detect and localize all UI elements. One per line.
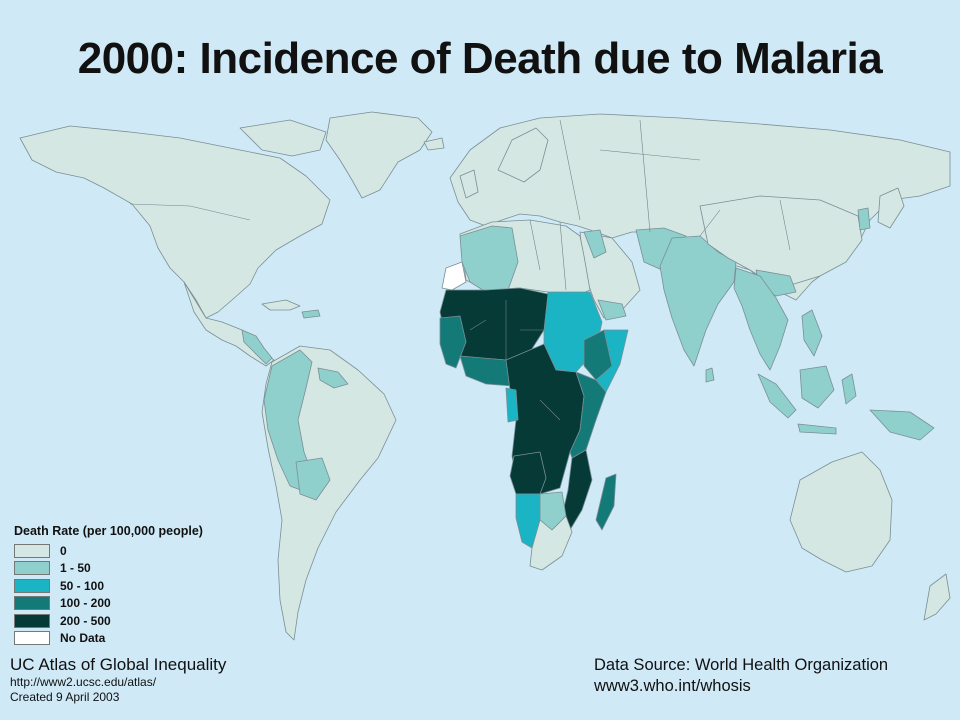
region-iceland	[423, 137, 445, 151]
credit-block: UC Atlas of Global Inequality http://www…	[10, 655, 226, 705]
region-sulawesi	[841, 373, 857, 405]
region-caribbean	[261, 299, 301, 311]
legend-item: 100 - 200	[14, 595, 203, 613]
legend-swatch-no-data	[14, 631, 50, 646]
region-china	[699, 195, 863, 285]
region-yemen	[597, 299, 627, 321]
border-lines	[129, 119, 791, 421]
region-korea	[857, 207, 871, 231]
credit-date: Created 9 April 2003	[10, 690, 120, 704]
legend-label: 0	[60, 543, 67, 558]
legend-label: 100 - 200	[60, 596, 111, 611]
region-australia	[789, 451, 893, 573]
region-borneo	[799, 365, 835, 409]
region-java	[797, 423, 837, 435]
legend-item: 1 - 50	[14, 560, 203, 578]
region-greenland	[325, 111, 433, 199]
region-hispaniola	[301, 309, 321, 319]
map-legend: Death Rate (per 100,000 people) 0 1 - 50…	[14, 524, 203, 647]
region-mozambique	[561, 449, 593, 531]
legend-item: 0	[14, 542, 203, 560]
legend-item: 50 - 100	[14, 577, 203, 595]
region-india	[659, 235, 737, 367]
region-west-africa-mid	[439, 315, 467, 369]
region-central-america-malaria	[241, 329, 273, 365]
legend-swatch-100-200	[14, 596, 50, 611]
source-block: Data Source: World Health Organization w…	[594, 655, 888, 697]
region-western-sahara	[441, 261, 467, 291]
legend-swatch-1-50	[14, 561, 50, 576]
region-angola	[509, 451, 547, 495]
region-sumatra	[757, 373, 797, 419]
region-south-africa	[529, 515, 573, 571]
source-url: www3.who.int/whosis	[594, 677, 751, 695]
region-madagascar	[595, 473, 617, 531]
region-sri-lanka	[705, 367, 715, 383]
region-north-america	[19, 125, 331, 319]
region-south-america-malaria-north	[317, 367, 349, 389]
legend-swatch-200-500	[14, 613, 50, 628]
region-gabon-congo	[505, 387, 519, 423]
credit-title: UC Atlas of Global Inequality	[10, 655, 227, 674]
region-new-zealand	[923, 573, 951, 621]
legend-swatch-50-100	[14, 578, 50, 593]
page-title: 2000: Incidence of Death due to Malaria	[77, 34, 883, 83]
legend-item: 200 - 500	[14, 612, 203, 630]
legend-swatch-0	[14, 543, 50, 558]
legend-title: Death Rate (per 100,000 people)	[14, 524, 203, 538]
region-southeast-asia	[733, 267, 789, 371]
region-algeria-morocco	[459, 225, 519, 293]
legend-label: 50 - 100	[60, 578, 105, 593]
region-bolivia	[295, 457, 331, 501]
legend-label: 200 - 500	[60, 613, 111, 628]
legend-label: No Data	[60, 631, 106, 646]
credit-url: http://www2.ucsc.edu/atlas/	[10, 675, 157, 689]
region-scandinavia	[497, 127, 549, 183]
region-arctic-islands	[239, 119, 327, 157]
legend-item: No Data	[14, 630, 203, 648]
region-philippines	[801, 309, 823, 357]
region-uk	[459, 169, 479, 199]
region-saudi-malaria	[583, 229, 607, 259]
region-new-guinea	[869, 409, 935, 441]
legend-label: 1 - 50	[60, 561, 91, 576]
source-name: Data Source: World Health Organization	[594, 656, 889, 674]
region-japan	[877, 187, 905, 229]
